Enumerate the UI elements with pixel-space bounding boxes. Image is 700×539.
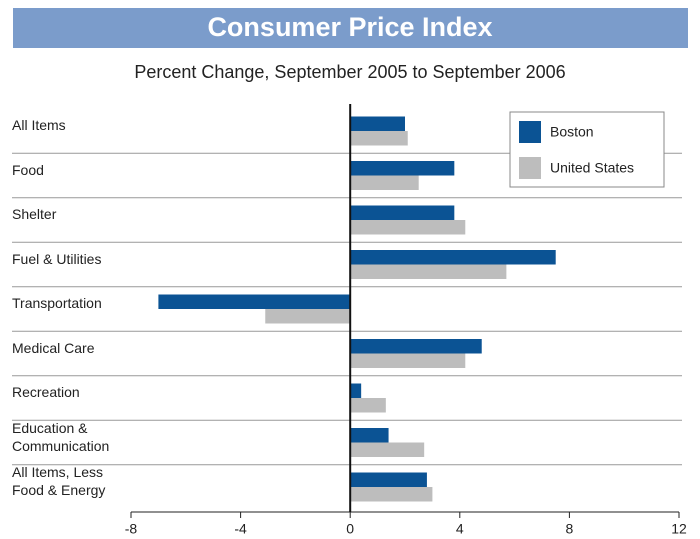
bar bbox=[350, 398, 386, 413]
bar bbox=[350, 205, 455, 220]
legend-swatch bbox=[519, 121, 541, 143]
bar bbox=[350, 264, 507, 279]
bar bbox=[265, 309, 351, 324]
bar bbox=[350, 353, 466, 368]
bar bbox=[350, 116, 405, 131]
category-label: Medical Care bbox=[12, 339, 95, 356]
bar bbox=[350, 428, 389, 443]
category-label: Education & Communication bbox=[12, 419, 110, 454]
bar bbox=[350, 442, 425, 457]
title-banner bbox=[13, 8, 688, 48]
x-tick-label: 0 bbox=[346, 521, 354, 537]
x-tick-label: 12 bbox=[671, 521, 687, 537]
chart-title: Consumer Price Index bbox=[207, 12, 492, 42]
x-tick-label: 4 bbox=[456, 521, 464, 537]
bar bbox=[350, 161, 455, 176]
category-label: All Items, Less Food & Energy bbox=[12, 464, 106, 498]
bar bbox=[350, 175, 419, 190]
bar bbox=[350, 472, 427, 487]
category-label: Recreation bbox=[12, 384, 80, 400]
bar bbox=[350, 487, 433, 502]
x-tick-label: -8 bbox=[125, 521, 138, 537]
legend-label: Boston bbox=[550, 124, 594, 140]
category-label: Food bbox=[12, 161, 44, 178]
x-tick-label: 8 bbox=[566, 521, 574, 537]
bar bbox=[350, 339, 482, 354]
x-tick-label: -4 bbox=[234, 521, 247, 537]
legend-label: United States bbox=[550, 160, 634, 176]
legend-swatch bbox=[519, 157, 541, 179]
category-label: Transportation bbox=[12, 295, 102, 311]
category-label: Fuel & Utilities bbox=[12, 250, 102, 267]
bar bbox=[158, 294, 351, 309]
chart-subtitle: Percent Change, September 2005 to Septem… bbox=[134, 62, 565, 82]
bar bbox=[350, 220, 466, 235]
category-label: All Items bbox=[12, 117, 66, 133]
bar bbox=[350, 250, 556, 265]
category-label: Shelter bbox=[12, 206, 57, 222]
bar bbox=[350, 131, 408, 146]
bar bbox=[350, 383, 362, 398]
